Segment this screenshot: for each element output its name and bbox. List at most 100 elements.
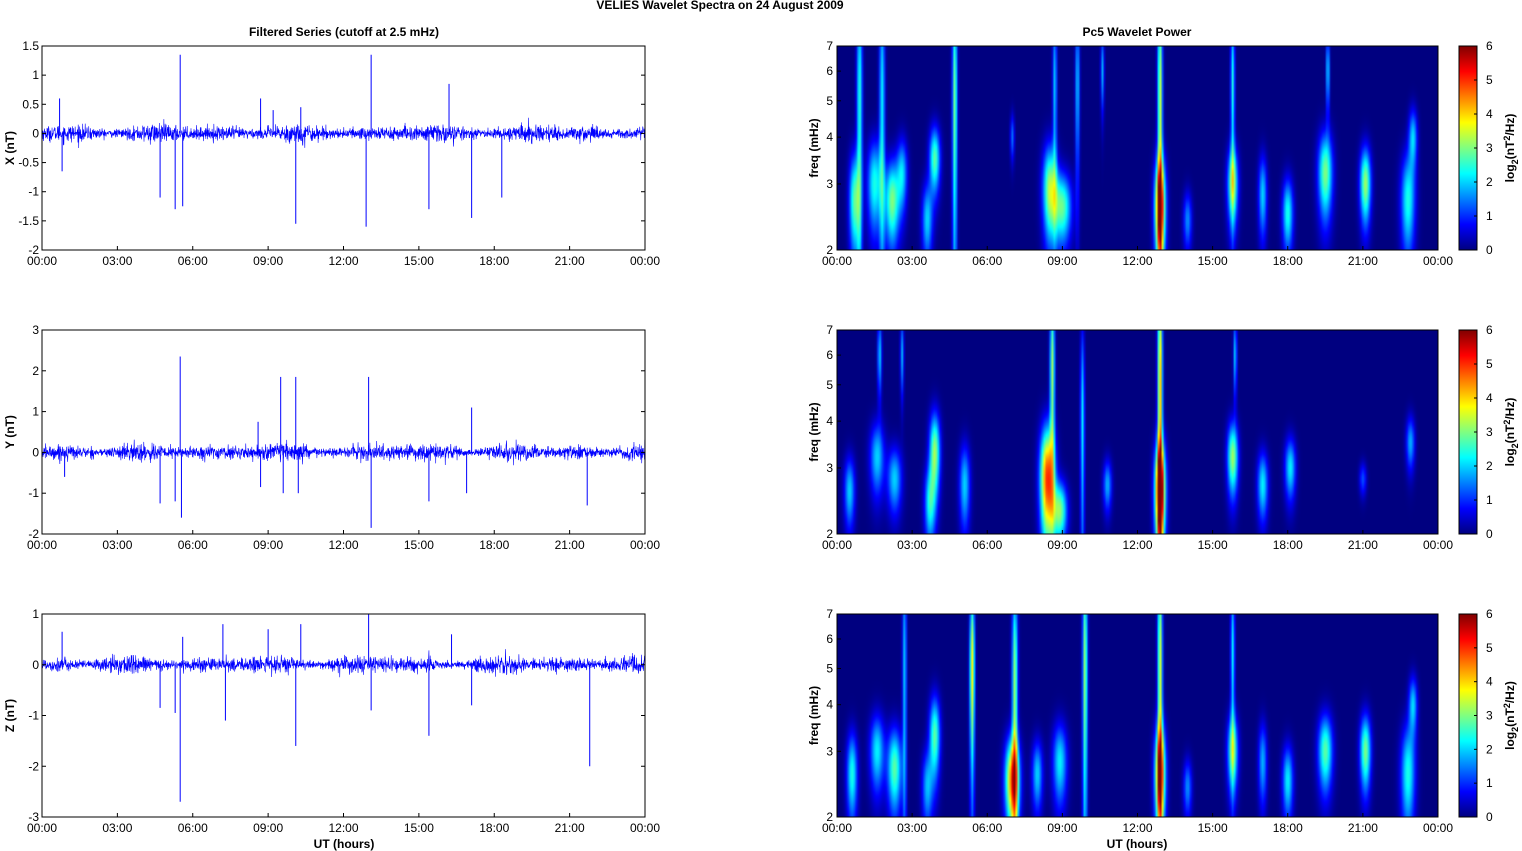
left-xlabel: UT (hours) [314,837,375,851]
spectrum-panel-1-ytick-label: 4 [826,130,833,144]
spectrum-panel-1-ytick-label: 3 [826,177,833,191]
spectrum-panel-2-colorbar-tick-label: 0 [1486,527,1493,541]
series-panel-1-ytick-label: 1 [32,68,39,82]
spectrum-panel-2-ytick-label: 4 [826,414,833,428]
series-panel-1-xtick-label: 00:00 [630,254,660,268]
series-panel-1-xtick-label: 15:00 [404,254,434,268]
spectrum-panel-3: 2 3 4 5 6 7 00:00 03:00 06:00 09:00 12:00 15:00 18:0… [807,607,1520,835]
series-panel-3-xtick-label: 15:00 [404,821,434,835]
series-panel-2: -2 -1 0 1 2 3 00:00 03:00 06:00 09:00 12:00 15:00 18… [3,323,660,552]
spectrum-panel-1-ylabel: freq (mHz) [807,118,821,177]
spectrum-panel-2-ytick-label: 2 [826,527,833,541]
spectrum-panel-1-colorbar-tick-label: 2 [1486,175,1493,189]
spectrum-panel-1-colorbar-tick-label: 6 [1486,39,1493,53]
spectrum-panel-1-xtick-label: 03:00 [897,254,927,268]
spectrum-panel-2-colorbar-tick-label: 5 [1486,357,1493,371]
spectrum-panel-1-ytick-label: 6 [826,64,833,78]
spectrum-panel-3-colorbar-tick-label: 0 [1486,810,1493,824]
series-panel-3-xtick-label: 00:00 [630,821,660,835]
series-panel-2-ytick-label: 0 [32,445,39,459]
spectrum-panel-1-ytick-label: 7 [826,39,833,53]
spectrum-panel-1-ytick-label: 5 [826,94,833,108]
series-panel-2-ylabel: Y (nT) [3,415,17,449]
right-xlabel: UT (hours) [1107,837,1168,851]
series-panel-2-xtick-label: 06:00 [178,538,208,552]
spectrum-panel-3-ytick-label: 4 [826,698,833,712]
series-panel-1-ytick-label: 0.5 [22,97,39,111]
series-panel-2-ytick-label: 2 [32,364,39,378]
spectrum-panel-3-xtick-label: 03:00 [897,821,927,835]
spectrum-panel-3-colorbar-tick-label: 3 [1486,709,1493,723]
spectrum-panel-2-xtick-label: 12:00 [1122,538,1152,552]
series-panel-3-xtick-label: 12:00 [328,821,358,835]
spectrum-panel-1-ytick-label: 2 [826,243,833,257]
figure-suptitle: VELIES Wavelet Spectra on 24 August 2009 [596,0,844,12]
spectrum-panel-2-colorbar-tick-label: 1 [1486,493,1493,507]
series-panel-3-ytick-label: -1 [28,709,39,723]
series-panel-1-xtick-label: 12:00 [328,254,358,268]
right-column-title: Pc5 Wavelet Power [1083,25,1192,39]
spectrum-panel-2-xtick-label: 15:00 [1198,538,1228,552]
series-panel-3-xtick-label: 18:00 [479,821,509,835]
series-panel-3-xtick-label: 21:00 [555,821,585,835]
spectrum-panel-3-xtick-label: 00:00 [1423,821,1453,835]
spectrum-panel-2-colorbar-tick-label: 3 [1486,425,1493,439]
series-panel-3-xtick-label: 09:00 [253,821,283,835]
series-panel-2-ytick-label: 1 [32,405,39,419]
spectrum-panel-1-colorbar-label: log2(nT2/Hz) [1502,114,1520,183]
spectrum-panel-3-ytick-label: 5 [826,662,833,676]
spectrum-panel-1-colorbar-tick-label: 1 [1486,209,1493,223]
spectrum-panel-3-power-image [837,614,1438,817]
spectrum-panel-2-colorbar-label: log2(nT2/Hz) [1502,398,1520,467]
spectrum-panel-2-xtick-label: 00:00 [822,538,852,552]
series-panel-3-xtick-label: 03:00 [102,821,132,835]
spectrum-panel-3-colorbar-label: log2(nT2/Hz) [1502,681,1520,750]
series-panel-2-ytick-label: 3 [32,323,39,337]
spectrum-panel-2-xtick-label: 00:00 [1423,538,1453,552]
spectrum-panel-3-colorbar-tick-label: 6 [1486,607,1493,621]
left-column-title: Filtered Series (cutoff at 2.5 mHz) [249,25,439,39]
series-panel-1-xtick-label: 03:00 [102,254,132,268]
series-panel-3-ytick-label: 0 [32,658,39,672]
series-panel-1-series-line [41,117,646,148]
series-panel-3-background [42,614,645,817]
spectrum-panel-2-ytick-label: 7 [826,323,833,337]
spectrum-panel-2-colorbar-tick-label: 4 [1486,391,1493,405]
series-panel-3-ytick-label: 1 [32,607,39,621]
spectrum-panel-2-ylabel: freq (mHz) [807,402,821,461]
spectrum-panel-1-colorbar-tick-label: 5 [1486,73,1493,87]
spectrum-panel-3-xtick-label: 09:00 [1047,821,1077,835]
series-panel-1-xtick-label: 09:00 [253,254,283,268]
series-panel-3-ytick-label: -2 [28,759,39,773]
spectrum-panel-3-xtick-label: 06:00 [972,821,1002,835]
spectrum-panel-3-xtick-label: 15:00 [1198,821,1228,835]
spectrum-panel-3-ytick-label: 6 [826,632,833,646]
series-panel-2-xtick-label: 09:00 [253,538,283,552]
series-panel-2-series-line [41,439,646,466]
spectrum-panel-1-colorbar-tick-label: 4 [1486,107,1493,121]
series-panel-2-xtick-label: 18:00 [479,538,509,552]
series-panel-2-xtick-label: 15:00 [404,538,434,552]
series-panel-2-xtick-label: 21:00 [555,538,585,552]
series-panel-1-ytick-label: -1 [28,185,39,199]
spectrum-panel-1-xtick-label: 00:00 [822,254,852,268]
series-panel-1-ytick-label: -2 [28,243,39,257]
spectrum-panel-3-xtick-label: 21:00 [1348,821,1378,835]
spectrum-panel-3-ylabel: freq (mHz) [807,686,821,745]
series-panel-1-ytick-label: 0 [32,126,39,140]
spectrum-panel-3-colorbar-tick-label: 2 [1486,742,1493,756]
spectrum-panel-1-xtick-label: 06:00 [972,254,1002,268]
series-panel-3: -3 -2 -1 0 1 00:00 03:00 06:00 09:00 12:00 15:00 18… [3,607,660,835]
spectrum-panel-1-xtick-label: 00:00 [1423,254,1453,268]
spectrum-panel-2-xtick-label: 09:00 [1047,538,1077,552]
spectrum-panel-2-xtick-label: 18:00 [1273,538,1303,552]
spectrum-panel-2-ytick-label: 5 [826,378,833,392]
series-panel-3-ylabel: Z (nT) [3,699,17,732]
series-panel-1-ylabel: X (nT) [3,131,17,165]
spectrum-panel-1-xtick-label: 18:00 [1273,254,1303,268]
spectrum-panel-1-colorbar-tick-label: 0 [1486,243,1493,257]
spectrum-panel-1-xtick-label: 21:00 [1348,254,1378,268]
spectrum-panel-3-colorbar-tick-label: 1 [1486,776,1493,790]
spectrum-panel-2-power-image [837,330,1438,534]
